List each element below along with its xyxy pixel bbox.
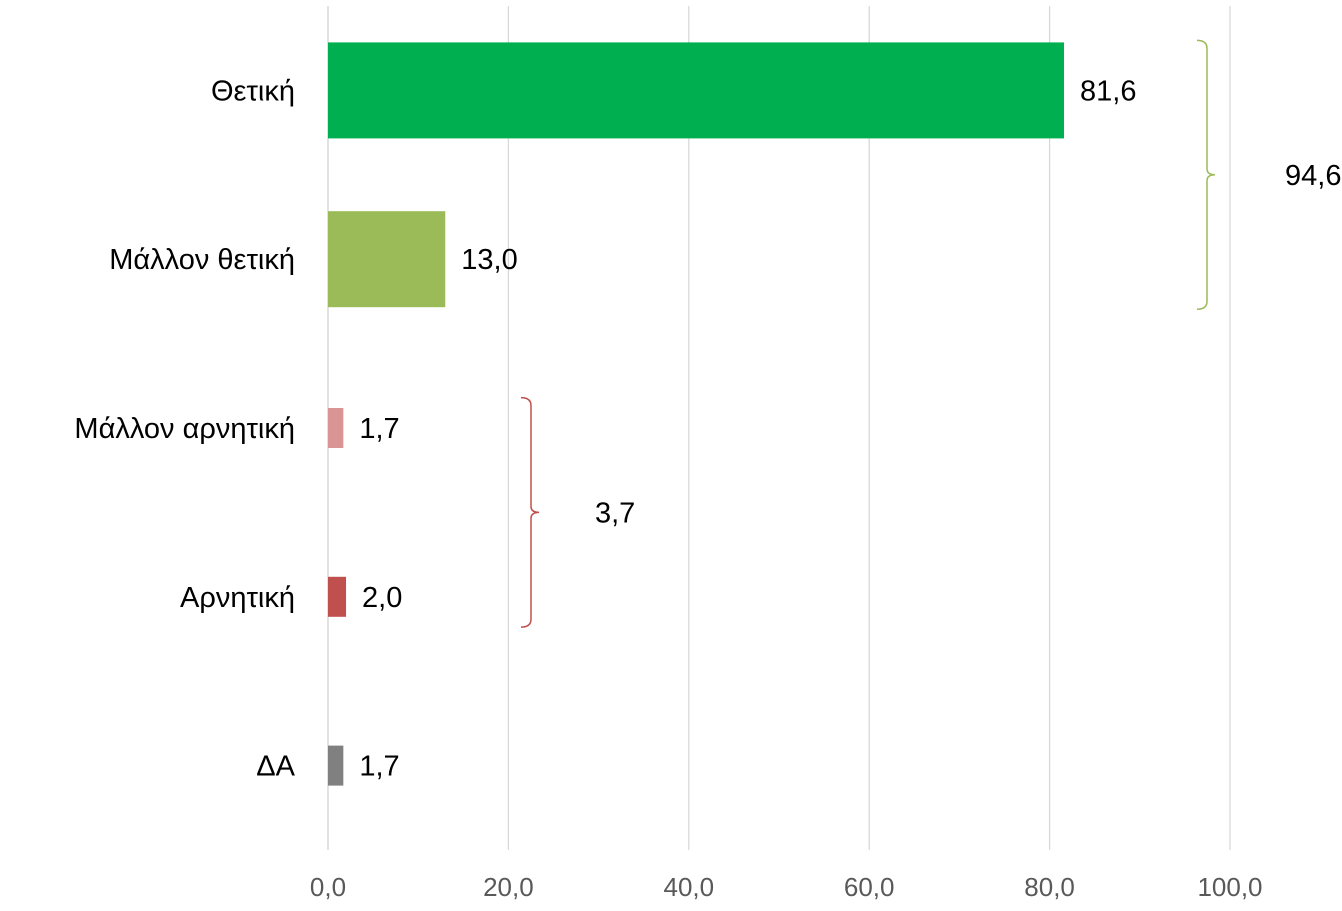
bar bbox=[328, 576, 347, 617]
x-tick-label: 20,0 bbox=[483, 872, 534, 902]
group-bracket bbox=[520, 396, 540, 628]
data-label: 81,6 bbox=[1080, 75, 1136, 107]
bar bbox=[328, 211, 446, 308]
data-label: 2,0 bbox=[362, 582, 402, 614]
category-label: Μάλλον αρνητική bbox=[74, 413, 295, 445]
gridlines bbox=[327, 6, 1231, 850]
group-total-label: 3,7 bbox=[595, 497, 635, 529]
group-total-label: 94,6 bbox=[1285, 160, 1341, 192]
category-label: Μάλλον θετική bbox=[109, 244, 295, 276]
category-label: Αρνητική bbox=[180, 582, 295, 614]
bar bbox=[328, 42, 1065, 139]
labels: 0,0 20,0 40,0 60,0 80,0 100,0 Θετική 81,6 Μάλλον… bbox=[74, 75, 1341, 902]
bars bbox=[328, 42, 1065, 786]
x-tick-label: 0,0 bbox=[310, 872, 346, 902]
group-bracket bbox=[1196, 39, 1216, 310]
x-tick-label: 80,0 bbox=[1024, 872, 1075, 902]
x-tick-label: 40,0 bbox=[663, 872, 714, 902]
category-label: Θετική bbox=[211, 75, 295, 107]
group-brackets bbox=[520, 39, 1216, 628]
bar bbox=[328, 745, 344, 786]
data-label: 1,7 bbox=[359, 751, 399, 783]
data-label: 1,7 bbox=[359, 413, 399, 445]
data-label: 13,0 bbox=[461, 244, 517, 276]
x-tick-label: 60,0 bbox=[844, 872, 895, 902]
category-label: ΔΑ bbox=[256, 751, 295, 783]
bar bbox=[328, 408, 344, 448]
x-tick-label: 100,0 bbox=[1197, 872, 1262, 902]
